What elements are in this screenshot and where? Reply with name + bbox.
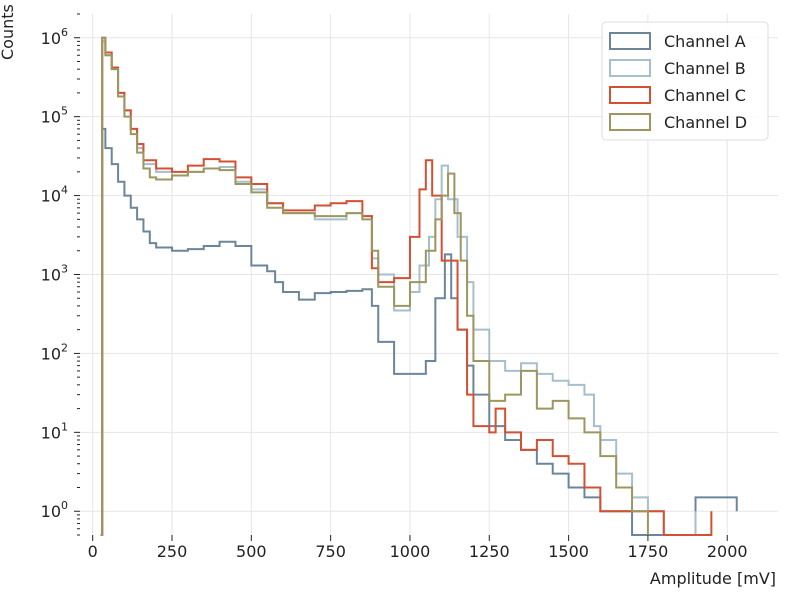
series-line-4 <box>100 36 649 536</box>
x-tick-label: 1500 <box>548 542 589 561</box>
y-tick-label: 101 <box>41 420 68 442</box>
series-line-1 <box>100 127 738 536</box>
legend-swatch <box>609 113 651 131</box>
y-tick-label: 106 <box>41 26 68 48</box>
legend-label: Channel C <box>664 86 746 105</box>
y-axis-label: Counts <box>0 4 17 60</box>
series-steps <box>100 36 738 536</box>
x-tick-label: 1250 <box>469 542 510 561</box>
x-axis-ticks: 0 250 500 750 1000 1250 1500 1750 2000 <box>88 535 748 561</box>
x-tick-label: 1000 <box>390 542 431 561</box>
y-tick-label: 103 <box>41 263 68 285</box>
legend-swatch <box>609 59 651 77</box>
x-tick-label: 750 <box>315 542 346 561</box>
x-tick-label: 250 <box>157 542 188 561</box>
x-axis-label: Amplitude [mV] <box>650 569 776 588</box>
x-tick-label: 0 <box>88 542 98 561</box>
legend: Channel A Channel B Channel C Channel D <box>601 21 769 141</box>
x-tick-label: 2000 <box>707 542 748 561</box>
x-tick-label: 1750 <box>628 542 669 561</box>
y-tick-label: 102 <box>41 341 68 363</box>
legend-label: Channel B <box>664 59 746 78</box>
y-tick-label: 104 <box>41 184 68 206</box>
legend-swatch <box>609 32 651 50</box>
y-tick-label: 105 <box>41 105 68 127</box>
legend-box <box>601 21 769 141</box>
legend-swatch <box>609 86 651 104</box>
legend-label: Channel A <box>664 32 746 51</box>
y-axis-ticks: 100 101 102 103 104 105 106 <box>41 13 80 536</box>
x-tick-label: 500 <box>236 542 267 561</box>
legend-label: Channel D <box>664 113 747 132</box>
y-tick-label: 100 <box>41 499 68 521</box>
